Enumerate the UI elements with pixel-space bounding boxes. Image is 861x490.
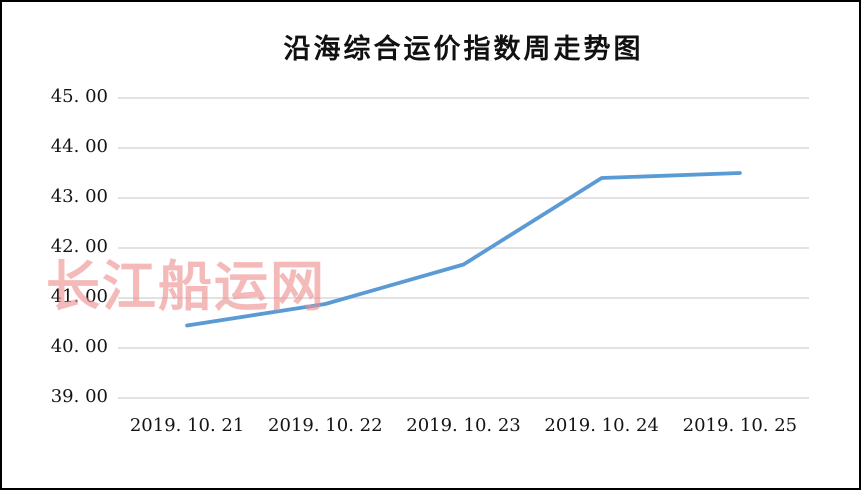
y-axis-tick-label: 44. 00 [50,136,108,157]
y-axis-tick-label: 43. 00 [50,186,108,207]
chart-title: 沿海综合运价指数周走势图 [283,34,644,65]
x-axis-tick-label: 2019. 10. 23 [406,415,521,436]
y-axis-tick-label: 45. 00 [50,86,108,107]
y-axis-tick-label: 40. 00 [50,336,108,357]
y-axis-tick-label: 39. 00 [50,386,108,407]
x-axis-tick-label: 2019. 10. 21 [129,415,245,436]
y-axis-tick-label: 42. 00 [50,236,108,257]
x-axis-tick-label: 2019. 10. 24 [544,415,659,436]
x-axis-tick-label: 2019. 10. 22 [268,415,383,436]
series-line [185,171,742,328]
y-axis-tick-label: 41. 00 [50,286,108,307]
x-axis-tick-label: 2019. 10. 25 [682,415,798,436]
